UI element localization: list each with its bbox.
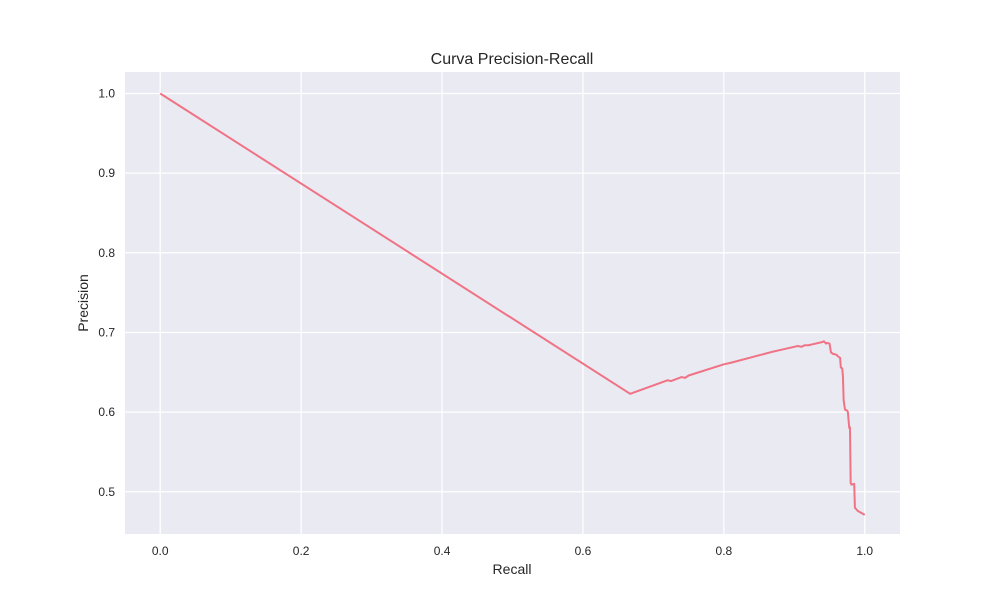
y-tick-label: 0.6 xyxy=(98,405,115,419)
y-tick-label: 0.5 xyxy=(98,485,115,499)
plot-area xyxy=(125,72,900,534)
y-tick-label: 0.7 xyxy=(98,325,115,339)
y-tick-label: 0.8 xyxy=(98,246,115,260)
tick-labels: 0.0 0.2 0.4 0.6 0.8 1.0 0.5 0.6 0.7 0.8 0.9 1.0 xyxy=(98,87,873,558)
precision-recall-line xyxy=(159,92,866,516)
x-tick-label: 0.8 xyxy=(716,544,733,558)
grid-lines xyxy=(125,72,900,534)
x-tick-label: 0.6 xyxy=(575,544,592,558)
x-tick-label: 0.0 xyxy=(152,544,169,558)
y-axis-label: Precision xyxy=(75,274,91,332)
chart-title: Curva Precision-Recall xyxy=(431,51,594,68)
series-layer xyxy=(159,92,866,516)
y-tick-label: 0.9 xyxy=(98,166,115,180)
x-tick-label: 0.2 xyxy=(293,544,310,558)
y-tick-label: 1.0 xyxy=(98,87,115,101)
x-axis-label: Recall xyxy=(493,561,532,577)
x-tick-label: 0.4 xyxy=(434,544,451,558)
x-tick-label: 1.0 xyxy=(856,544,873,558)
